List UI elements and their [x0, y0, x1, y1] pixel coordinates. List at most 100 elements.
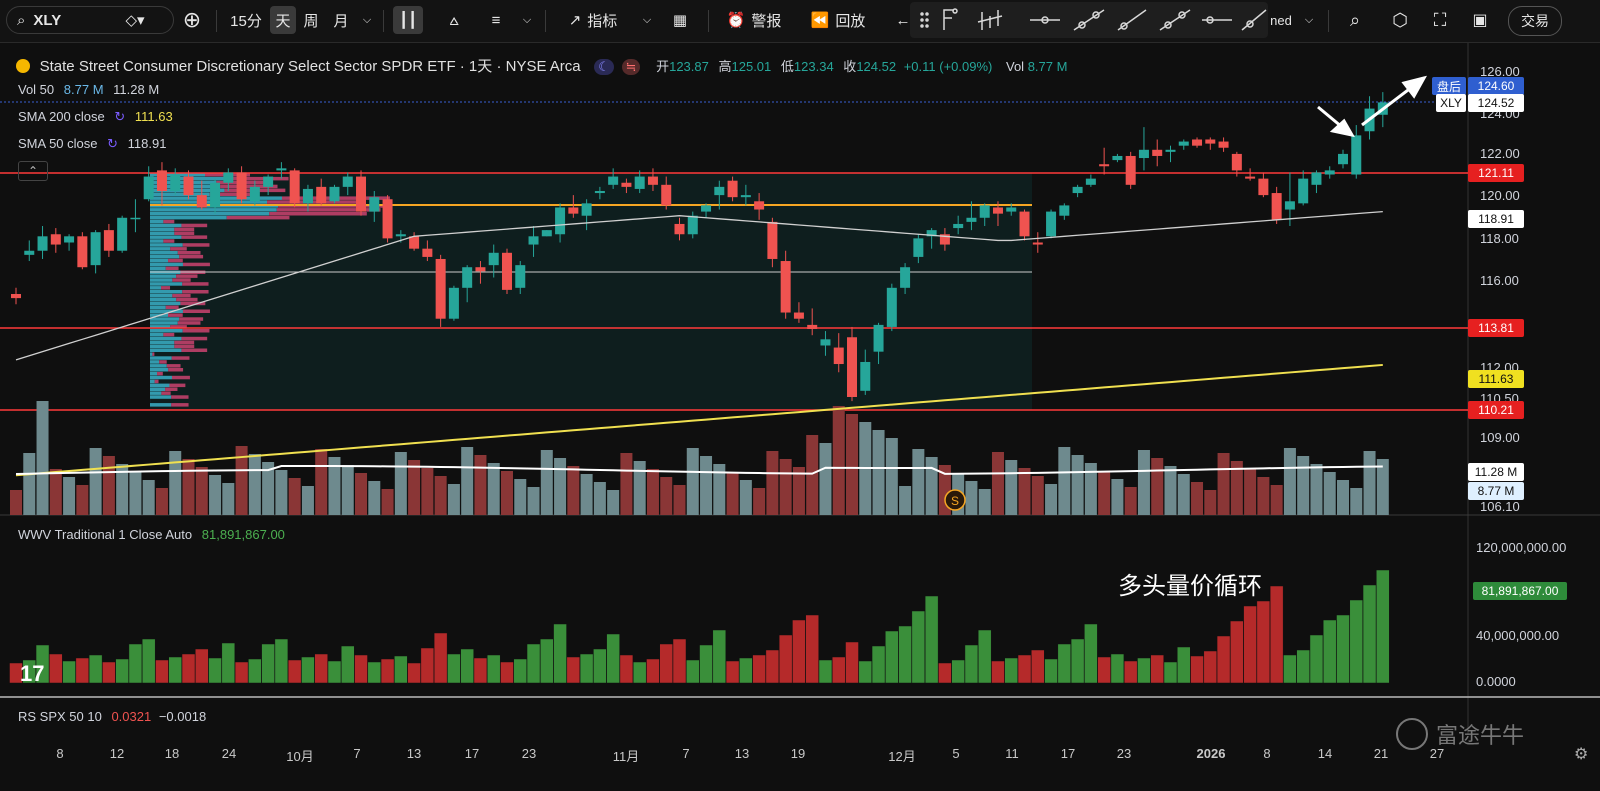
wwv-bar [607, 634, 620, 683]
alert-toggle-icon[interactable]: ≒ [622, 59, 641, 75]
volume-bars [10, 401, 1389, 515]
wwv-bar [408, 663, 421, 683]
vol50-legend: Vol 50 8.77 M 11.28 M [18, 82, 159, 97]
bar-type-icon[interactable]: ⩟ [440, 6, 468, 34]
flag-icon[interactable] [944, 9, 957, 30]
trend-line-icon[interactable] [1074, 10, 1104, 30]
wwv-bar [1310, 635, 1323, 683]
candle-body [794, 313, 804, 319]
volume-bar [1125, 487, 1137, 515]
trade-button[interactable]: 交易 [1508, 6, 1562, 36]
volume-bar [435, 476, 447, 515]
watchlist-icon[interactable]: ◇▾ [115, 6, 155, 34]
arrow-down-right [1318, 107, 1342, 127]
volume-profile-row-down [174, 341, 194, 345]
candle-body [290, 170, 300, 203]
wwv-value: 81,891,867.00 [202, 527, 285, 542]
ray-icon[interactable] [1118, 10, 1146, 30]
wwv-bar [686, 660, 699, 683]
date-tick: 12月 [888, 746, 915, 765]
volume-bar [1005, 460, 1017, 515]
price-tick: 120.00 [1480, 188, 1520, 203]
quick-search-icon[interactable]: ⌕ [1340, 6, 1370, 34]
sma50-legend: SMA 50 close ↻ 118.91 [18, 136, 166, 152]
candle-body [1311, 172, 1321, 184]
horizontal-ray-icon[interactable] [1030, 17, 1060, 23]
volume-profile-row-up [150, 341, 174, 345]
volume-profile-row-up [150, 391, 161, 395]
wwv-bar [155, 660, 168, 683]
info-line-icon[interactable] [1242, 10, 1266, 30]
layout-icon[interactable]: ▦ [666, 6, 694, 34]
volume-profile-row-down [161, 286, 170, 290]
chevron-down-icon[interactable]: ⌵ [518, 6, 536, 34]
volume-bar [408, 460, 420, 515]
candle-body [303, 189, 313, 203]
candle-body [343, 177, 353, 187]
change-value: +0.11 (+0.09%) [904, 59, 993, 74]
alert-button[interactable]: ⏰ 警报 [718, 6, 790, 34]
truncated-label: ned [1268, 6, 1294, 34]
volume-bar [90, 448, 102, 515]
candle-body [966, 218, 976, 222]
collapse-legend-button[interactable]: ⌃ [18, 161, 48, 181]
candle-body [409, 236, 419, 248]
candle-body [210, 183, 220, 208]
pattern-icon[interactable] [978, 10, 1002, 30]
extended-line-icon[interactable] [1160, 10, 1190, 30]
add-compare-icon[interactable]: ⊕ [178, 6, 206, 34]
wwv-bar [580, 654, 593, 683]
wwv-bar [209, 658, 222, 683]
date-tick: 8 [56, 746, 63, 761]
interval-week[interactable]: 周 [298, 6, 324, 34]
horizontal-line-icon[interactable] [1202, 17, 1232, 23]
screenshot-icon[interactable]: ▣ [1465, 6, 1495, 34]
wwv-bar [1084, 624, 1097, 683]
chart-area[interactable]: S 17 State Street Consumer Discretionary… [0, 43, 1600, 786]
divider [545, 10, 546, 32]
date-tick: 10月 [286, 746, 313, 765]
drag-handle-icon[interactable] [921, 13, 928, 27]
chevron-down-icon[interactable]: ⌵ [358, 6, 376, 34]
undo-icon[interactable]: ← [896, 6, 910, 34]
chart-style-icon[interactable]: ≡ [482, 6, 510, 34]
chart-settings-icon[interactable]: ⚙ [1574, 744, 1588, 764]
volume-bar [727, 472, 739, 515]
date-tick: 7 [682, 746, 689, 761]
candle-body [329, 187, 339, 201]
indicators-button[interactable]: ↗ 指标 [558, 6, 628, 34]
visibility-toggle-icon[interactable]: ☾ [594, 59, 614, 75]
sma200-legend: SMA 200 close ↻ 111.63 [18, 109, 173, 125]
volume-bar [1284, 448, 1296, 515]
replay-button[interactable]: ⏪ 回放 [802, 6, 874, 34]
wwv-bar [341, 646, 354, 683]
chevron-down-icon[interactable]: ⌵ [1300, 6, 1318, 34]
volume-bar [1310, 464, 1322, 515]
wwv-bar [766, 650, 779, 683]
indicators-label: 指标 [587, 10, 617, 31]
interval-month[interactable]: 月 [328, 6, 354, 34]
interval-day[interactable]: 天 [270, 6, 296, 34]
candle-body [980, 205, 990, 217]
date-tick: 13 [735, 746, 749, 761]
wwv-bar [76, 658, 89, 683]
wwv-bar [899, 626, 912, 683]
candle-body [24, 251, 34, 255]
volume-profile-row-down [174, 232, 194, 236]
volume-profile-row-up [150, 278, 172, 282]
wwv-bar [859, 661, 872, 683]
interval-15m[interactable]: 15分 [226, 6, 266, 34]
volume-bar [1178, 474, 1190, 515]
candle-body [781, 261, 791, 313]
candle-body [807, 325, 817, 329]
fullscreen-icon[interactable]: ⛶ [1425, 6, 1455, 34]
date-tick: 23 [522, 746, 536, 761]
price-chart-svg[interactable]: S 17 [0, 43, 1600, 786]
candle-type-icon[interactable]: ┃┃ [393, 6, 423, 34]
volume-profile-row-up [150, 345, 174, 349]
candle-body [1272, 193, 1282, 220]
chevron-down-icon[interactable]: ⌵ [638, 6, 656, 34]
settings-icon[interactable]: ⬡ [1385, 6, 1415, 34]
candle-body [860, 362, 870, 391]
candle-body [1351, 135, 1361, 174]
